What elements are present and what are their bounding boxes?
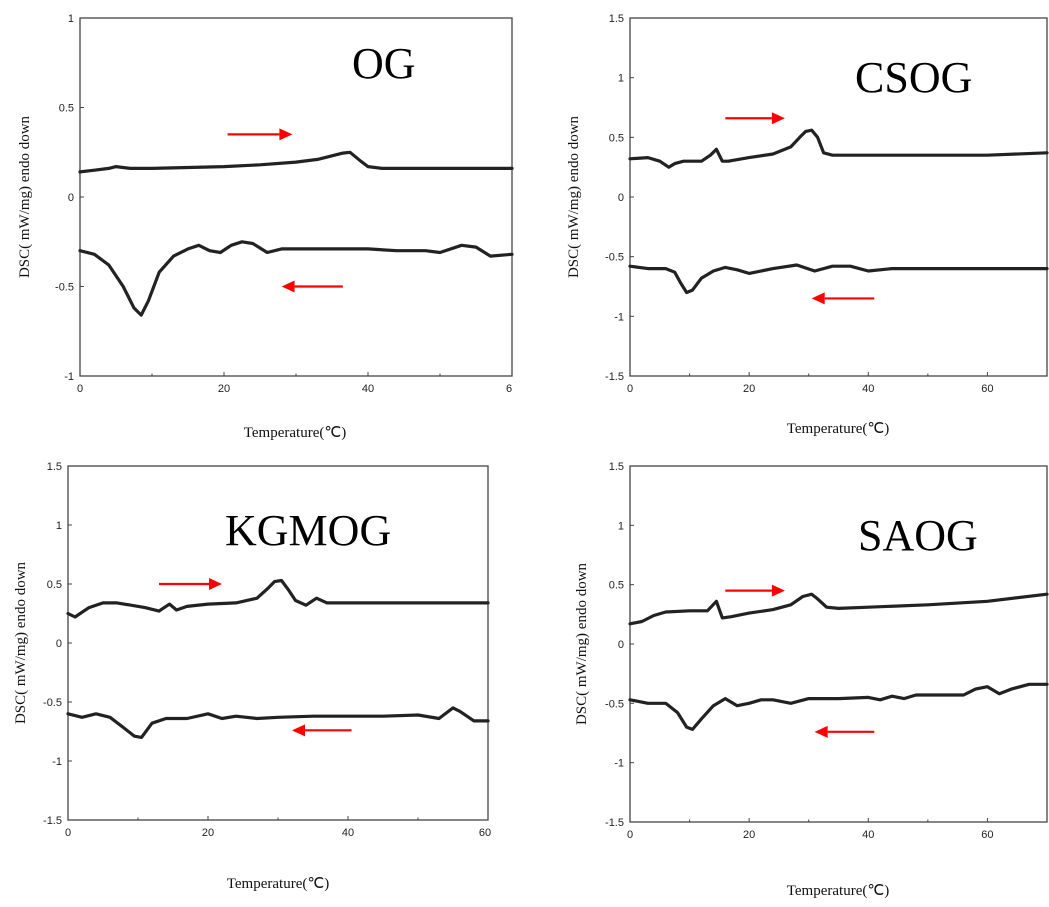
- x-tick-label: 0: [627, 383, 633, 395]
- heating-curve: [628, 128, 1049, 169]
- x-axis-label: Temperature(℃): [787, 421, 889, 437]
- y-tick-label: 1: [618, 520, 624, 532]
- cooling-curve: [66, 706, 490, 739]
- y-tick-label: -1: [64, 371, 74, 383]
- panel-title: OG: [352, 39, 416, 88]
- plot-frame: [629, 17, 1048, 377]
- panel-title: SAOG: [858, 511, 978, 560]
- cooling-curve: [78, 240, 514, 317]
- chart-panel-csog: -1.5 -1 -0.5 0 0.5 1 1.5 0 20 40 60 DSC( mW/mg) end…: [566, 13, 1049, 437]
- y-tick-label: 1.5: [609, 13, 624, 25]
- y-tick-label: 1: [68, 13, 74, 25]
- heating-curve: [66, 578, 490, 619]
- x-tick-label: 60: [981, 383, 993, 395]
- x-tick-label: 60: [479, 827, 491, 839]
- left-arrow-head: [281, 280, 295, 293]
- x-tick-label: 40: [862, 829, 874, 841]
- x-tick-label: 6: [506, 383, 512, 395]
- y-tick-label: 0.5: [59, 103, 74, 115]
- right-arrow-head: [279, 128, 293, 141]
- left-arrow-head: [811, 292, 825, 305]
- y-tick-label: -1.5: [605, 817, 624, 829]
- x-tick-label: 20: [743, 829, 755, 841]
- left-arrow-head: [292, 724, 305, 737]
- plot-frame: [79, 17, 513, 377]
- y-tick-label: 0.5: [609, 132, 624, 144]
- x-tick-label: 0: [77, 383, 83, 395]
- y-tick-label: 0: [618, 639, 624, 651]
- right-arrow-head: [771, 112, 785, 125]
- y-tick-label: -1.5: [605, 371, 624, 383]
- y-tick-label: -1: [614, 758, 624, 770]
- y-tick-label: 1.5: [609, 461, 624, 473]
- left-arrow-head: [814, 725, 828, 738]
- heating-curve: [78, 150, 514, 174]
- x-axis-label: Temperature(℃): [787, 883, 889, 899]
- right-arrow-head: [209, 578, 222, 590]
- heating-curve: [628, 592, 1049, 626]
- chart-panel-kgmog: -1.5 -1 -0.5 0 0.5 1 1.5 0 20 40 60 DSC( mW/mg) end…: [13, 461, 491, 892]
- y-tick-label: -1: [614, 311, 624, 323]
- panel-title: KGMOG: [225, 506, 391, 555]
- cooling-curve: [628, 263, 1049, 295]
- x-tick-label: 20: [743, 383, 755, 395]
- y-tick-label: 1: [618, 73, 624, 85]
- y-tick-label: -0.5: [605, 252, 624, 264]
- y-tick-label: 0.5: [609, 580, 624, 592]
- y-tick-label: 1: [56, 520, 62, 532]
- x-tick-label: 20: [218, 383, 230, 395]
- y-tick-label: 0: [68, 192, 74, 204]
- x-tick-label: 0: [65, 827, 71, 839]
- y-tick-label: 0.5: [47, 579, 62, 591]
- cooling-curve: [628, 682, 1049, 731]
- y-tick-label: -0.5: [605, 698, 624, 710]
- y-axis-label: DSC( mW/mg) endo down: [17, 115, 33, 278]
- x-tick-label: 60: [981, 829, 993, 841]
- y-tick-label: 1.5: [47, 461, 62, 473]
- x-tick-label: 40: [342, 827, 354, 839]
- y-tick-label: -0.5: [43, 697, 62, 709]
- y-tick-label: 0: [618, 192, 624, 204]
- chart-panel-saog: -1.5 -1 -0.5 0 0.5 1 1.5 0 20 40 60 DSC( mW/mg) end…: [574, 461, 1049, 899]
- y-tick-label: 0: [56, 638, 62, 650]
- y-axis-label: DSC( mW/mg) endo down: [566, 115, 582, 278]
- panel-title: CSOG: [855, 53, 972, 102]
- chart-panel-og: -1 -0.5 0 0.5 1 0 20 40 6 DSC( mW/mg) endo down Te…: [17, 13, 514, 441]
- x-tick-label: 0: [627, 829, 633, 841]
- x-tick-label: 40: [362, 383, 374, 395]
- x-tick-label: 40: [862, 383, 874, 395]
- x-axis-label: Temperature(℃): [227, 876, 329, 892]
- y-tick-label: -0.5: [55, 282, 74, 294]
- y-tick-label: -1.5: [43, 815, 62, 827]
- x-tick-label: 20: [202, 827, 214, 839]
- right-arrow-head: [771, 584, 785, 597]
- x-axis-label: Temperature(℃): [244, 425, 346, 441]
- y-tick-label: -1: [52, 756, 62, 768]
- y-axis-label: DSC( mW/mg) endo down: [13, 561, 29, 724]
- plot-frame: [629, 465, 1048, 823]
- y-axis-label: DSC( mW/mg) endo down: [574, 562, 590, 725]
